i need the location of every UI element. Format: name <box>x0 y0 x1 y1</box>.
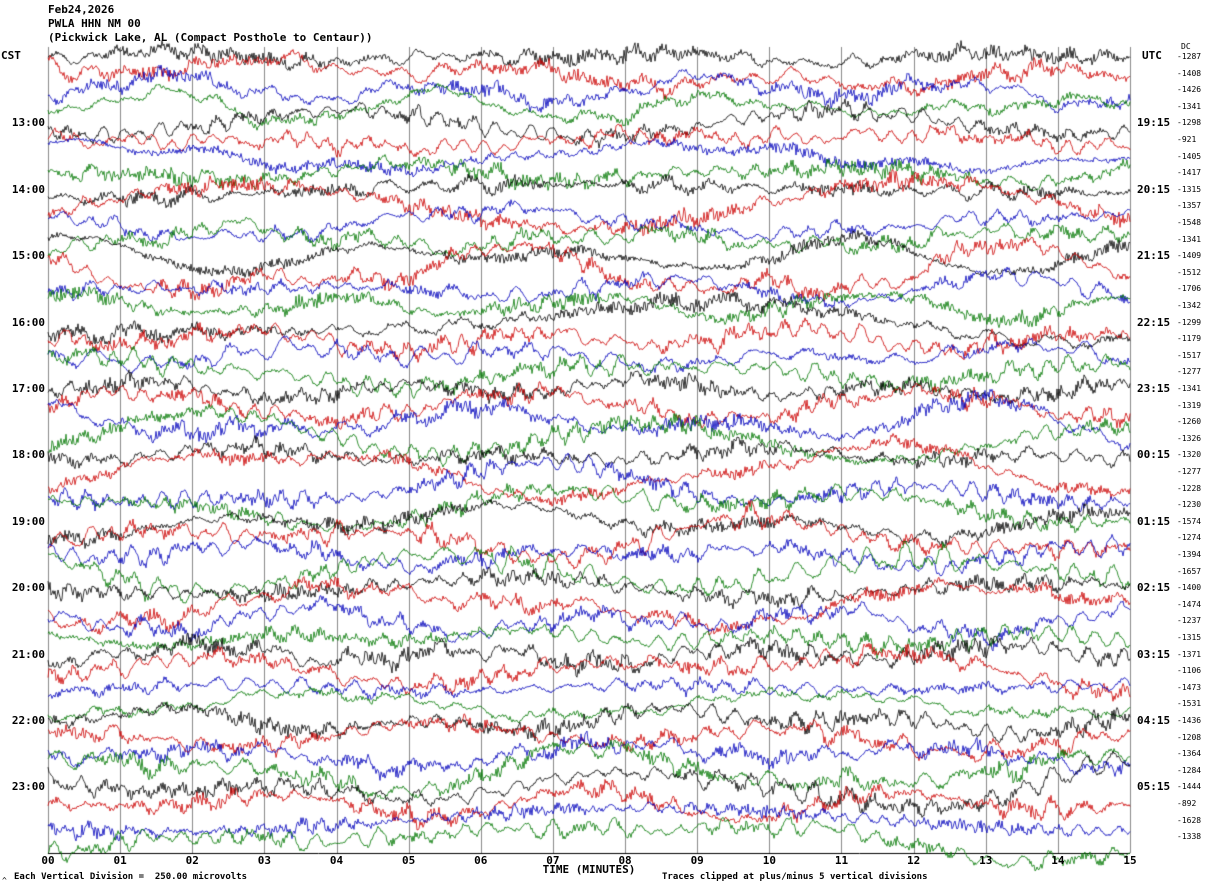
utc-hour-label: 01:15 <box>1137 514 1171 528</box>
dc-value: -1298 <box>1177 118 1202 128</box>
utc-hour-label: 00:15 <box>1137 448 1171 462</box>
utc-hour-label: 05:15 <box>1137 780 1171 794</box>
cst-hour-label: 13:00 <box>11 116 45 130</box>
utc-hour-label: 03:15 <box>1137 647 1171 661</box>
dc-value: -1405 <box>1177 151 1202 161</box>
dc-value: -1274 <box>1177 533 1202 543</box>
x-tick-label: 06 <box>474 854 488 867</box>
dc-value: -1512 <box>1177 267 1202 277</box>
left-timezone-label: CST <box>1 49 21 62</box>
x-tick-label: 13 <box>979 854 993 867</box>
dc-value: -1394 <box>1177 550 1202 559</box>
dc-value: -1179 <box>1177 334 1202 344</box>
corner-mark: ^ <box>2 876 7 885</box>
cst-hour-label: 20:00 <box>11 581 45 595</box>
dc-value: -1341 <box>1177 234 1202 244</box>
x-tick-label: 01 <box>113 854 127 867</box>
clip-note: Traces clipped at plus/minus 5 vertical … <box>662 872 928 882</box>
x-tick-label: 00 <box>41 854 55 867</box>
dc-value: -1277 <box>1177 367 1202 377</box>
cst-hour-label: 15:00 <box>11 249 45 263</box>
dc-value: -1320 <box>1177 450 1202 460</box>
utc-hour-label: 23:15 <box>1137 382 1171 395</box>
utc-hour-label: 04:15 <box>1137 714 1171 727</box>
dc-value: -1400 <box>1177 583 1202 593</box>
utc-hour-label: 02:15 <box>1137 581 1171 595</box>
dc-value: -1208 <box>1177 732 1202 742</box>
dc-value: -1474 <box>1177 599 1202 609</box>
header-station-location: (Pickwick Lake, AL (Compact Posthole to … <box>48 31 373 44</box>
cst-hour-label: 17:00 <box>11 382 45 395</box>
dc-value: -1531 <box>1177 699 1202 709</box>
dc-value: -1357 <box>1177 201 1202 211</box>
dc-value: -1444 <box>1177 782 1202 792</box>
header-date: Feb24,2026 <box>48 3 115 16</box>
dc-value: -1574 <box>1177 516 1202 526</box>
dc-column-label: DC <box>1181 42 1191 51</box>
x-tick-label: 09 <box>690 854 704 867</box>
dc-value: -1628 <box>1177 815 1202 825</box>
dc-value: -1237 <box>1177 616 1202 626</box>
x-tick-label: 04 <box>329 854 344 867</box>
x-tick-label: 05 <box>402 854 416 867</box>
dc-value: -892 <box>1177 799 1197 808</box>
x-tick-label: 15 <box>1123 854 1137 867</box>
dc-value: -1287 <box>1177 52 1202 61</box>
dc-value: -1417 <box>1177 168 1202 178</box>
right-timezone-label: UTC <box>1142 49 1162 62</box>
dc-value: -921 <box>1177 135 1197 144</box>
dc-value: -1284 <box>1177 765 1202 775</box>
utc-hour-label: 19:15 <box>1137 116 1171 130</box>
dc-value: -1548 <box>1177 218 1202 227</box>
dc-value: -1326 <box>1177 433 1202 443</box>
scale-note: Each Vertical Division = 250.00 microvol… <box>14 872 247 882</box>
dc-value: -1277 <box>1177 467 1202 476</box>
x-tick-label: 03 <box>257 854 272 867</box>
x-tick-label: 12 <box>906 854 921 867</box>
dc-value: -1657 <box>1177 566 1202 576</box>
utc-hour-label: 21:15 <box>1137 249 1171 263</box>
dc-value: -1371 <box>1177 649 1202 659</box>
dc-value: -1315 <box>1177 184 1202 194</box>
dc-value: -1230 <box>1177 500 1202 510</box>
dc-value: -1319 <box>1177 400 1202 410</box>
cst-hour-label: 22:00 <box>11 714 45 727</box>
x-tick-label: 10 <box>762 854 776 867</box>
x-tick-label: 02 <box>185 854 199 867</box>
dc-value: -1341 <box>1177 101 1202 111</box>
dc-value: -1408 <box>1177 68 1202 78</box>
dc-value: -1364 <box>1177 749 1202 759</box>
dc-value: -1426 <box>1177 85 1202 95</box>
dc-value: -1436 <box>1177 716 1202 725</box>
cst-hour-label: 18:00 <box>11 448 45 462</box>
dc-value: -1342 <box>1177 301 1202 310</box>
dc-value: -1228 <box>1177 483 1202 493</box>
cst-hour-label: 16:00 <box>11 315 45 329</box>
utc-hour-label: 22:15 <box>1137 315 1171 329</box>
dc-value: -1517 <box>1177 350 1202 360</box>
dc-value: -1299 <box>1177 317 1202 327</box>
dc-value: -1341 <box>1177 384 1202 393</box>
header-station-code: PWLA HHN NM 00 <box>48 17 141 30</box>
x-axis-title: TIME (MINUTES) <box>542 863 636 876</box>
dc-value: -1260 <box>1177 417 1202 427</box>
x-tick-label: 11 <box>834 854 849 867</box>
dc-value: -1409 <box>1177 251 1202 261</box>
cst-hour-label: 23:00 <box>11 780 45 794</box>
dc-value: -1338 <box>1177 832 1202 842</box>
dc-value: -1706 <box>1177 284 1202 294</box>
cst-hour-label: 19:00 <box>11 514 45 528</box>
cst-hour-label: 14:00 <box>11 182 45 196</box>
dc-value: -1315 <box>1177 633 1202 642</box>
x-tick-label: 07 <box>546 854 560 867</box>
dc-value: -1473 <box>1177 682 1202 692</box>
cst-hour-label: 21:00 <box>11 647 45 661</box>
x-tick-label: 14 <box>1051 854 1065 867</box>
x-tick-label: 08 <box>618 854 632 867</box>
utc-hour-label: 20:15 <box>1137 182 1171 196</box>
dc-value: -1106 <box>1177 666 1202 676</box>
